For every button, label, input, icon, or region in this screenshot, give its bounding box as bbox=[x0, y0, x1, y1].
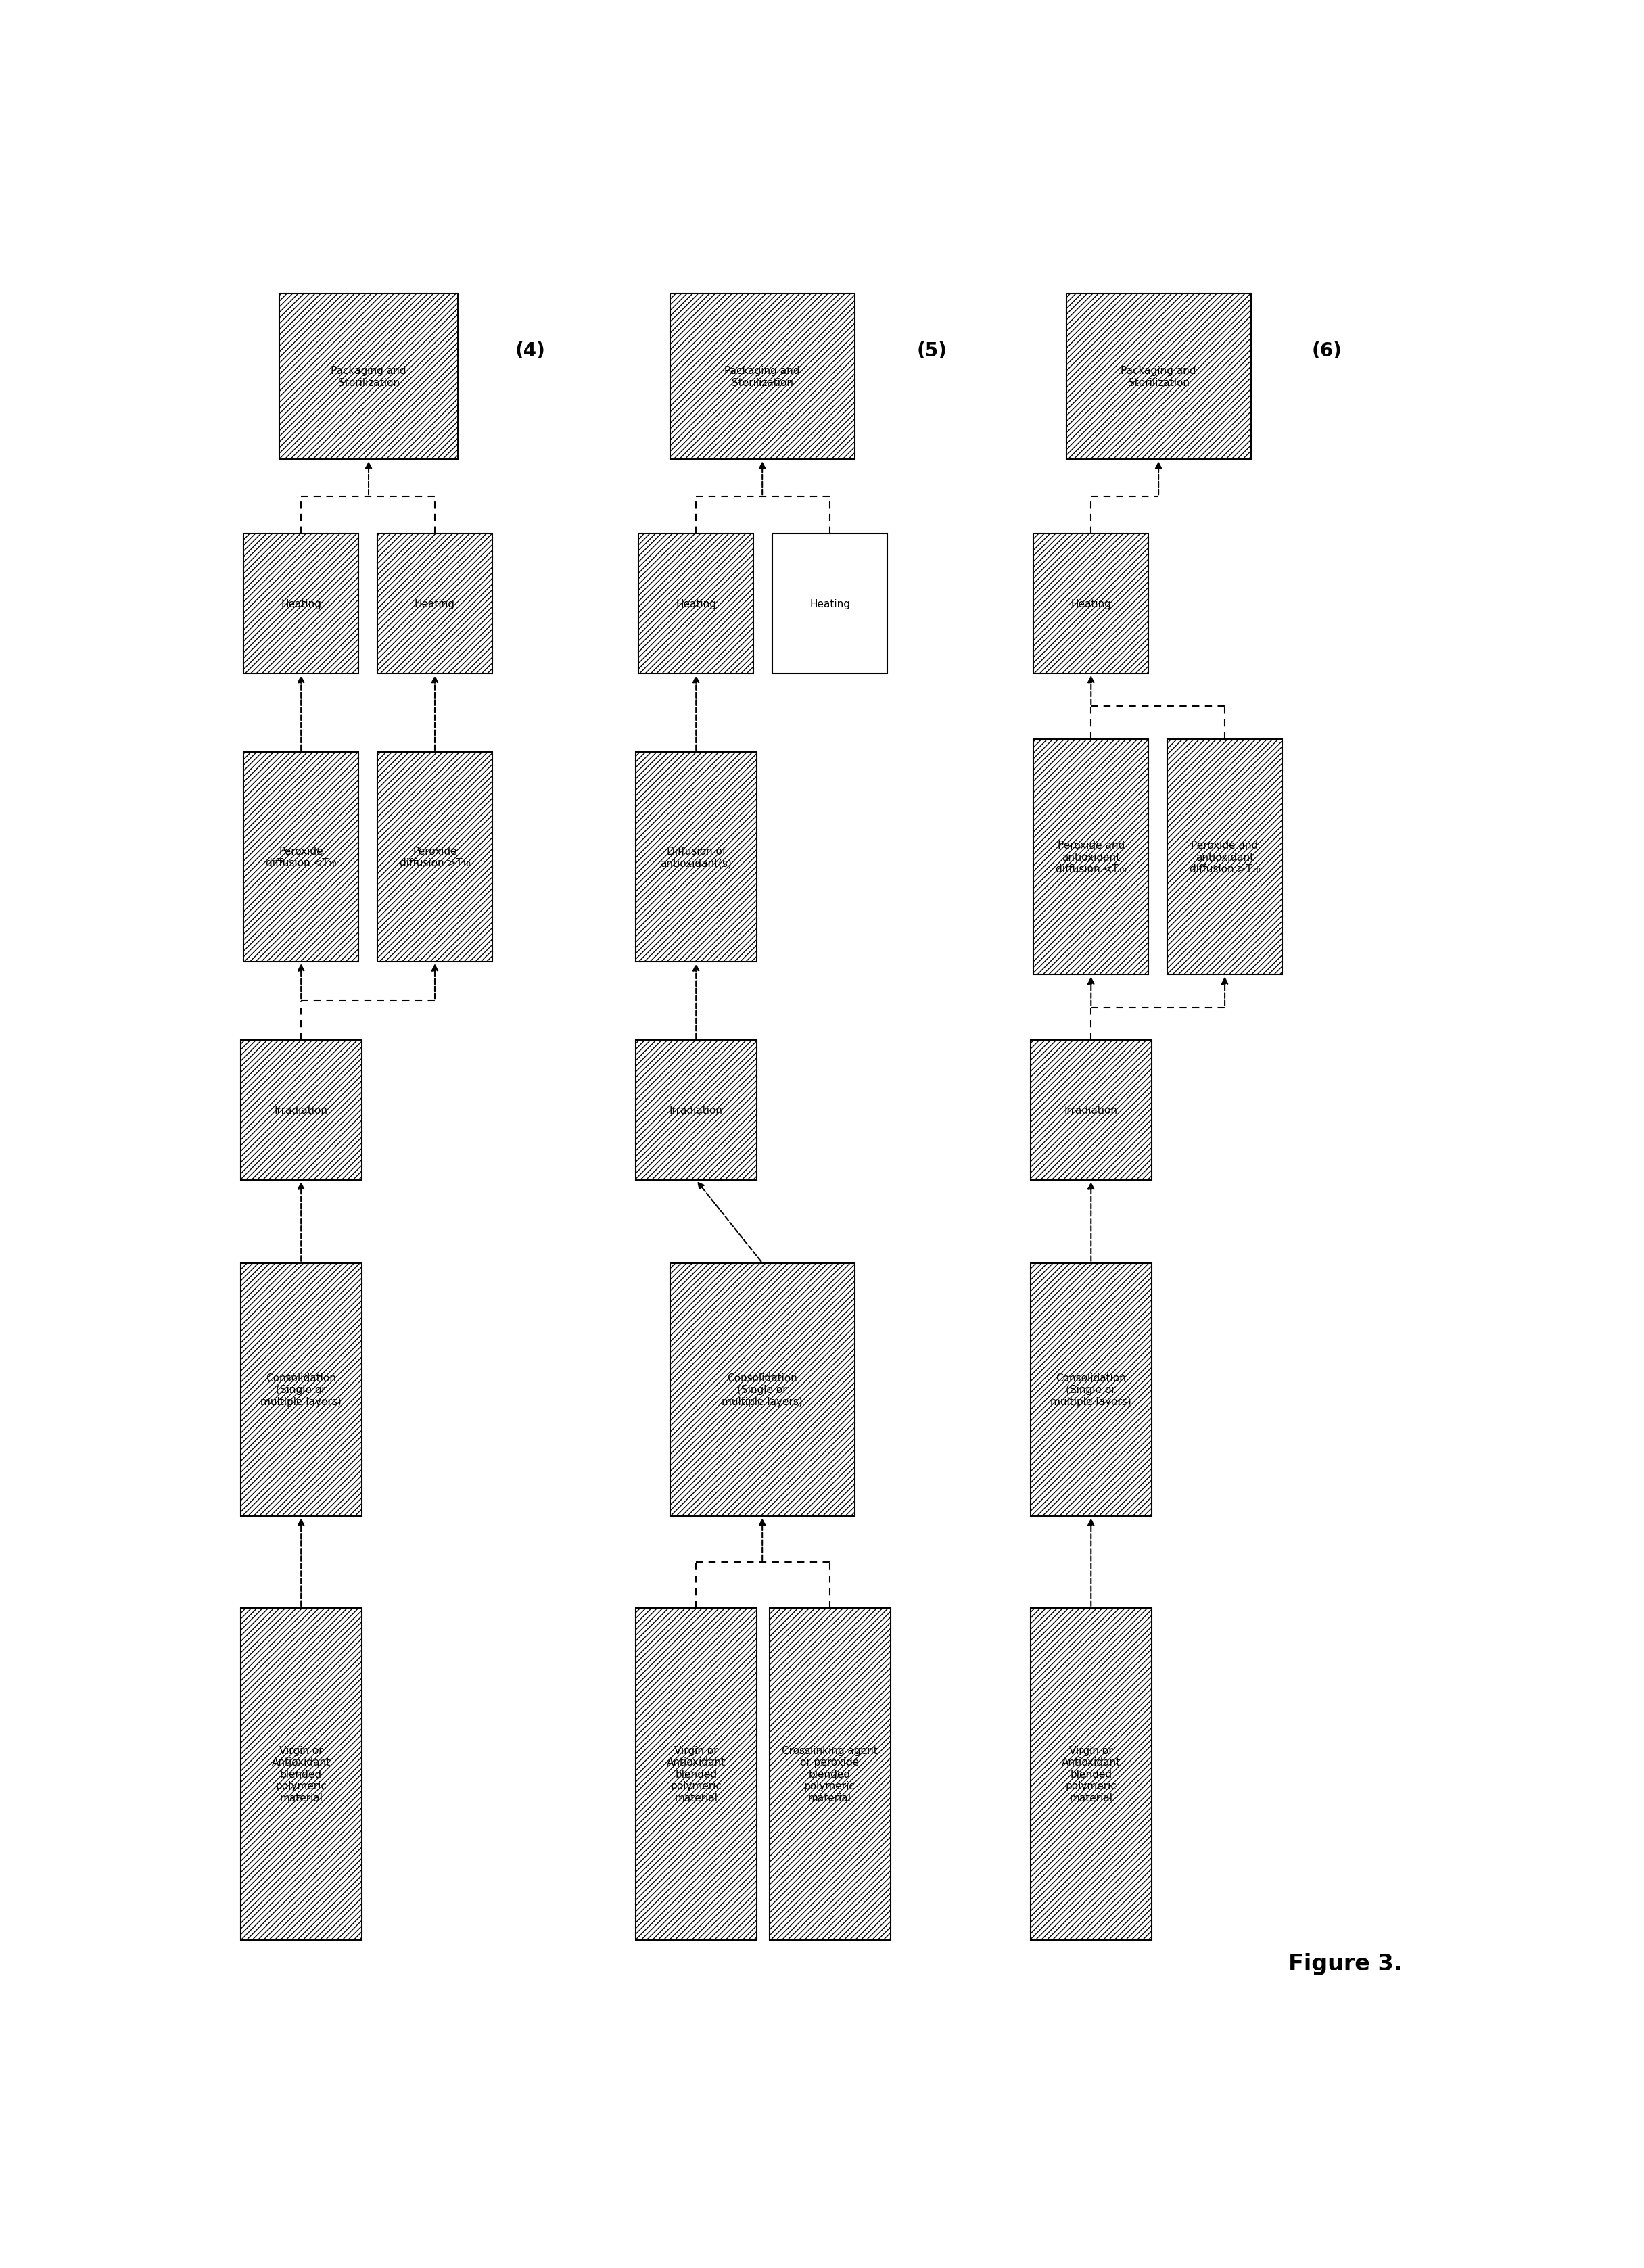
Text: Peroxide and
antioxidant
diffusion <T₁₀: Peroxide and antioxidant diffusion <T₁₀ bbox=[1055, 841, 1126, 873]
Bar bbox=[1034, 739, 1148, 975]
Text: Packaging and
Sterilization: Packaging and Sterilization bbox=[1121, 365, 1197, 388]
Bar bbox=[240, 1608, 362, 1939]
Bar bbox=[1031, 1041, 1151, 1179]
Text: Diffusion of
antioxidant(s): Diffusion of antioxidant(s) bbox=[661, 846, 732, 869]
Bar bbox=[378, 533, 492, 674]
Text: Heating: Heating bbox=[281, 599, 321, 610]
Bar bbox=[636, 1608, 756, 1939]
Text: Heating: Heating bbox=[414, 599, 455, 610]
Text: (6): (6) bbox=[1312, 340, 1342, 361]
Text: Packaging and
Sterilization: Packaging and Sterilization bbox=[330, 365, 406, 388]
Text: Packaging and
Sterilization: Packaging and Sterilization bbox=[725, 365, 801, 388]
Text: (5): (5) bbox=[916, 340, 947, 361]
Text: Consolidation
(Single or
multiple layers): Consolidation (Single or multiple layers… bbox=[260, 1372, 342, 1406]
Text: Peroxide and
antioxidant
diffusion >T₁₀: Peroxide and antioxidant diffusion >T₁₀ bbox=[1189, 841, 1261, 873]
Bar bbox=[1031, 1263, 1151, 1517]
Text: Heating: Heating bbox=[676, 599, 717, 610]
Bar bbox=[378, 753, 492, 962]
Bar bbox=[1031, 1608, 1151, 1939]
Bar bbox=[636, 753, 756, 962]
Text: Peroxide
diffusion <T₁₀: Peroxide diffusion <T₁₀ bbox=[266, 846, 337, 869]
Bar bbox=[1034, 533, 1148, 674]
Text: Heating: Heating bbox=[1070, 599, 1111, 610]
Bar bbox=[240, 1263, 362, 1517]
Text: (4): (4) bbox=[515, 340, 546, 361]
Bar bbox=[279, 295, 457, 460]
Bar bbox=[769, 1608, 891, 1939]
Text: Irradiation: Irradiation bbox=[1064, 1105, 1118, 1116]
Text: Virgin or
Antioxidant
blended
polymeric
material: Virgin or Antioxidant blended polymeric … bbox=[1062, 1746, 1121, 1803]
Bar bbox=[1067, 295, 1251, 460]
Text: Irradiation: Irradiation bbox=[275, 1105, 327, 1116]
Text: Consolidation
(Single or
multiple layers): Consolidation (Single or multiple layers… bbox=[1051, 1372, 1131, 1406]
Text: Irradiation: Irradiation bbox=[669, 1105, 723, 1116]
Bar bbox=[669, 295, 855, 460]
Text: Virgin or
Antioxidant
blended
polymeric
material: Virgin or Antioxidant blended polymeric … bbox=[271, 1746, 330, 1803]
Bar bbox=[243, 533, 358, 674]
Text: Figure 3.: Figure 3. bbox=[1289, 1953, 1402, 1975]
Text: Virgin or
Antioxidant
blended
polymeric
material: Virgin or Antioxidant blended polymeric … bbox=[666, 1746, 725, 1803]
Bar bbox=[640, 533, 753, 674]
Bar bbox=[240, 1041, 362, 1179]
Bar bbox=[636, 1041, 756, 1179]
Bar bbox=[243, 753, 358, 962]
Text: Consolidation
(Single or
multiple layers): Consolidation (Single or multiple layers… bbox=[722, 1372, 802, 1406]
Bar bbox=[669, 1263, 855, 1517]
Text: Crosslinking agent
or peroxide
blended
polymeric
material: Crosslinking agent or peroxide blended p… bbox=[783, 1746, 878, 1803]
Bar bbox=[773, 533, 888, 674]
Text: Peroxide
diffusion >T₁₀: Peroxide diffusion >T₁₀ bbox=[399, 846, 470, 869]
Bar bbox=[1167, 739, 1282, 975]
Text: Heating: Heating bbox=[809, 599, 850, 610]
